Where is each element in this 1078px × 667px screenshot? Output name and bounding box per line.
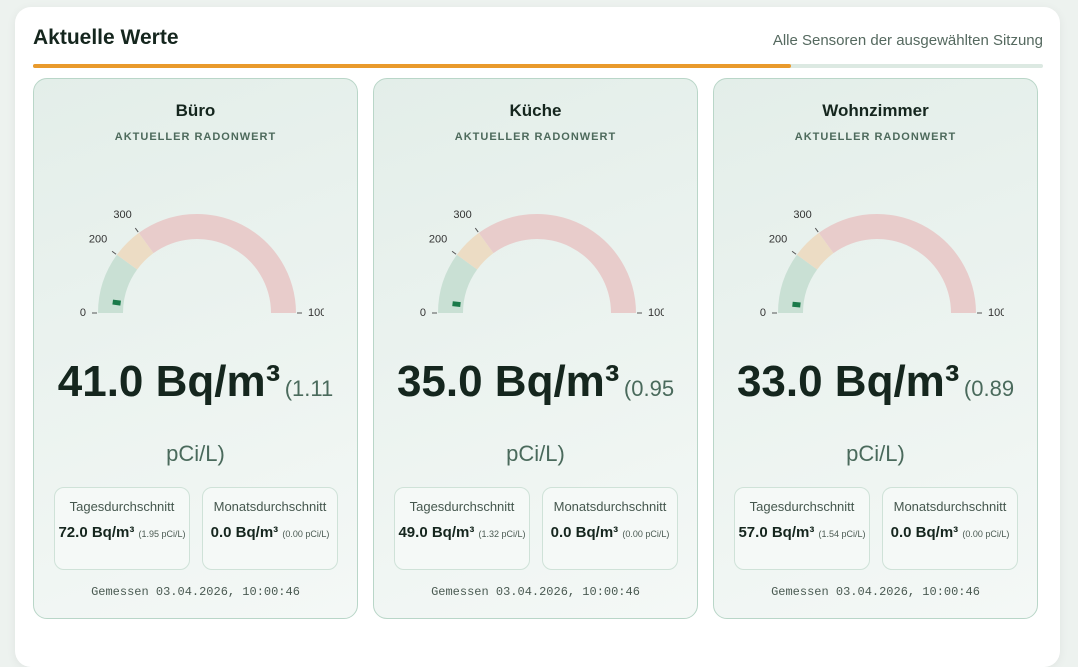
sensor-label: AKTUELLER RADONWERT: [114, 131, 277, 143]
gauge-tick: [451, 250, 457, 255]
measured-time: Gemessen 03.04.2026, 10:00:46: [771, 585, 980, 599]
value-bq: 35.0 Bq/m³: [396, 357, 620, 406]
stat-value: 0.0 Bq/m³ (0.00 pCi/L): [883, 522, 1017, 545]
stat-pci: (0.00 pCi/L): [282, 529, 330, 539]
stat-pci: (0.00 pCi/L): [622, 529, 670, 539]
sensor-name: Küche: [509, 101, 562, 120]
stat-bq: 0.0 Bq/m³: [210, 524, 279, 541]
gauge-tick: [814, 227, 819, 233]
stat-label: Tagesdurchschnitt: [69, 499, 175, 514]
current-value: 41.0 Bq/m³ (1.11 pCi/L): [44, 351, 347, 488]
stat-pci: (1.95 pCi/L): [138, 529, 186, 539]
value-pci: (1.11 pCi/L): [166, 376, 334, 466]
current-value: 33.0 Bq/m³ (0.89 pCi/L): [724, 351, 1027, 488]
gauge-band: [796, 232, 834, 270]
sensor-card: Büro AKTUELLER RADONWERT 0 200 300 1000 41.0 B…: [33, 78, 358, 619]
stat-label: Tagesdurchschnitt: [749, 499, 855, 514]
stat-bq: 0.0 Bq/m³: [550, 524, 619, 541]
gauge-tick-label: 300: [113, 209, 131, 221]
value-pci: (0.95 pCi/L): [506, 376, 675, 466]
sensor-label: AKTUELLER RADONWERT: [794, 131, 957, 143]
stat-value: 49.0 Bq/m³ (1.32 pCi/L): [395, 522, 529, 545]
progress-bar: [33, 64, 1043, 68]
gauge-band: [98, 254, 138, 313]
panel: Aktuelle Werte Alle Sensoren der ausgewä…: [15, 7, 1060, 667]
value-bq: 41.0 Bq/m³: [57, 357, 281, 406]
current-value: 35.0 Bq/m³ (0.95 pCi/L): [384, 351, 687, 488]
gauge-band: [438, 254, 478, 313]
gauge-tick-label: 0: [80, 307, 86, 319]
gauge-tick-label: 0: [760, 307, 766, 319]
gauge-tick: [134, 227, 139, 233]
stat-label: Monatsdurchschnitt: [893, 499, 1007, 514]
stat-pci: (0.00 pCi/L): [962, 529, 1010, 539]
gauge: 0 200 300 1000: [80, 209, 324, 319]
gauge-tick-label: 1000: [648, 307, 664, 319]
stat-box: Tagesdurchschnitt 49.0 Bq/m³ (1.32 pCi/L): [394, 487, 530, 570]
value-bq: 33.0 Bq/m³: [736, 357, 960, 406]
stat-value: 72.0 Bq/m³ (1.95 pCi/L): [55, 522, 189, 545]
sensor-name: Büro: [175, 101, 216, 120]
gauge-tick-label: 200: [769, 234, 787, 246]
sensor-card: Küche AKTUELLER RADONWERT 0 200 300 1000 35.0 …: [373, 78, 698, 619]
gauge-tick: [474, 227, 479, 233]
stat-box: Tagesdurchschnitt 57.0 Bq/m³ (1.54 pCi/L): [734, 487, 870, 570]
gauge-tick-label: 200: [429, 234, 447, 246]
page: Aktuelle Werte Alle Sensoren der ausgewä…: [15, 7, 1060, 667]
gauge-tick-label: 300: [453, 209, 471, 221]
measured-time: Gemessen 03.04.2026, 10:00:46: [431, 585, 640, 599]
stat-pci: (1.54 pCi/L): [818, 529, 866, 539]
subtitle: Alle Sensoren der ausgewählten Sitzung: [772, 32, 1043, 49]
gauge-tick-label: 1000: [988, 307, 1004, 319]
gauge-tick: [111, 250, 117, 255]
sensor-label: AKTUELLER RADONWERT: [454, 131, 617, 143]
gauge-tick-label: 300: [793, 209, 811, 221]
gauge-tick-label: 200: [89, 234, 107, 246]
stat-box: Monatsdurchschnitt 0.0 Bq/m³ (0.00 pCi/L): [882, 487, 1018, 570]
gauge-band: [778, 254, 818, 313]
stat-bq: 57.0 Bq/m³: [738, 524, 815, 541]
stat-bq: 49.0 Bq/m³: [398, 524, 475, 541]
stat-value: 57.0 Bq/m³ (1.54 pCi/L): [735, 522, 869, 545]
sensor-name: Wohnzimmer: [822, 101, 929, 120]
stat-label: Monatsdurchschnitt: [213, 499, 327, 514]
gauge-band: [138, 214, 296, 313]
gauge-marker: [112, 299, 121, 306]
stat-bq: 0.0 Bq/m³: [890, 524, 959, 541]
gauge-band: [456, 232, 494, 270]
gauge-marker: [452, 301, 461, 308]
gauge-tick: [791, 250, 797, 255]
stat-box: Tagesdurchschnitt 72.0 Bq/m³ (1.95 pCi/L): [54, 487, 190, 570]
progress-fill: [33, 64, 791, 68]
value-pci: (0.89 pCi/L): [846, 376, 1015, 466]
title: Aktuelle Werte: [33, 26, 179, 49]
sensor-card: Wohnzimmer AKTUELLER RADONWERT 0 200 300 1000…: [713, 78, 1038, 619]
gauge: 0 200 300 1000: [760, 209, 1004, 319]
stat-label: Monatsdurchschnitt: [553, 499, 667, 514]
stat-value: 0.0 Bq/m³ (0.00 pCi/L): [203, 522, 337, 545]
gauge: 0 200 300 1000: [420, 209, 664, 319]
stat-box: Monatsdurchschnitt 0.0 Bq/m³ (0.00 pCi/L): [202, 487, 338, 570]
gauge-tick-label: 1000: [308, 307, 324, 319]
stat-pci: (1.32 pCi/L): [478, 529, 526, 539]
gauge-tick-label: 0: [420, 307, 426, 319]
gauge-band: [818, 214, 976, 313]
measured-time: Gemessen 03.04.2026, 10:00:46: [91, 585, 300, 599]
stat-label: Tagesdurchschnitt: [409, 499, 515, 514]
gauge-band: [116, 232, 154, 270]
stat-bq: 72.0 Bq/m³: [58, 524, 135, 541]
gauge-band: [478, 214, 636, 313]
stat-value: 0.0 Bq/m³ (0.00 pCi/L): [543, 522, 677, 545]
gauge-marker: [792, 301, 801, 308]
cards: Büro AKTUELLER RADONWERT 0 200 300 1000 41.0 B…: [33, 78, 1038, 619]
stat-box: Monatsdurchschnitt 0.0 Bq/m³ (0.00 pCi/L): [542, 487, 678, 570]
